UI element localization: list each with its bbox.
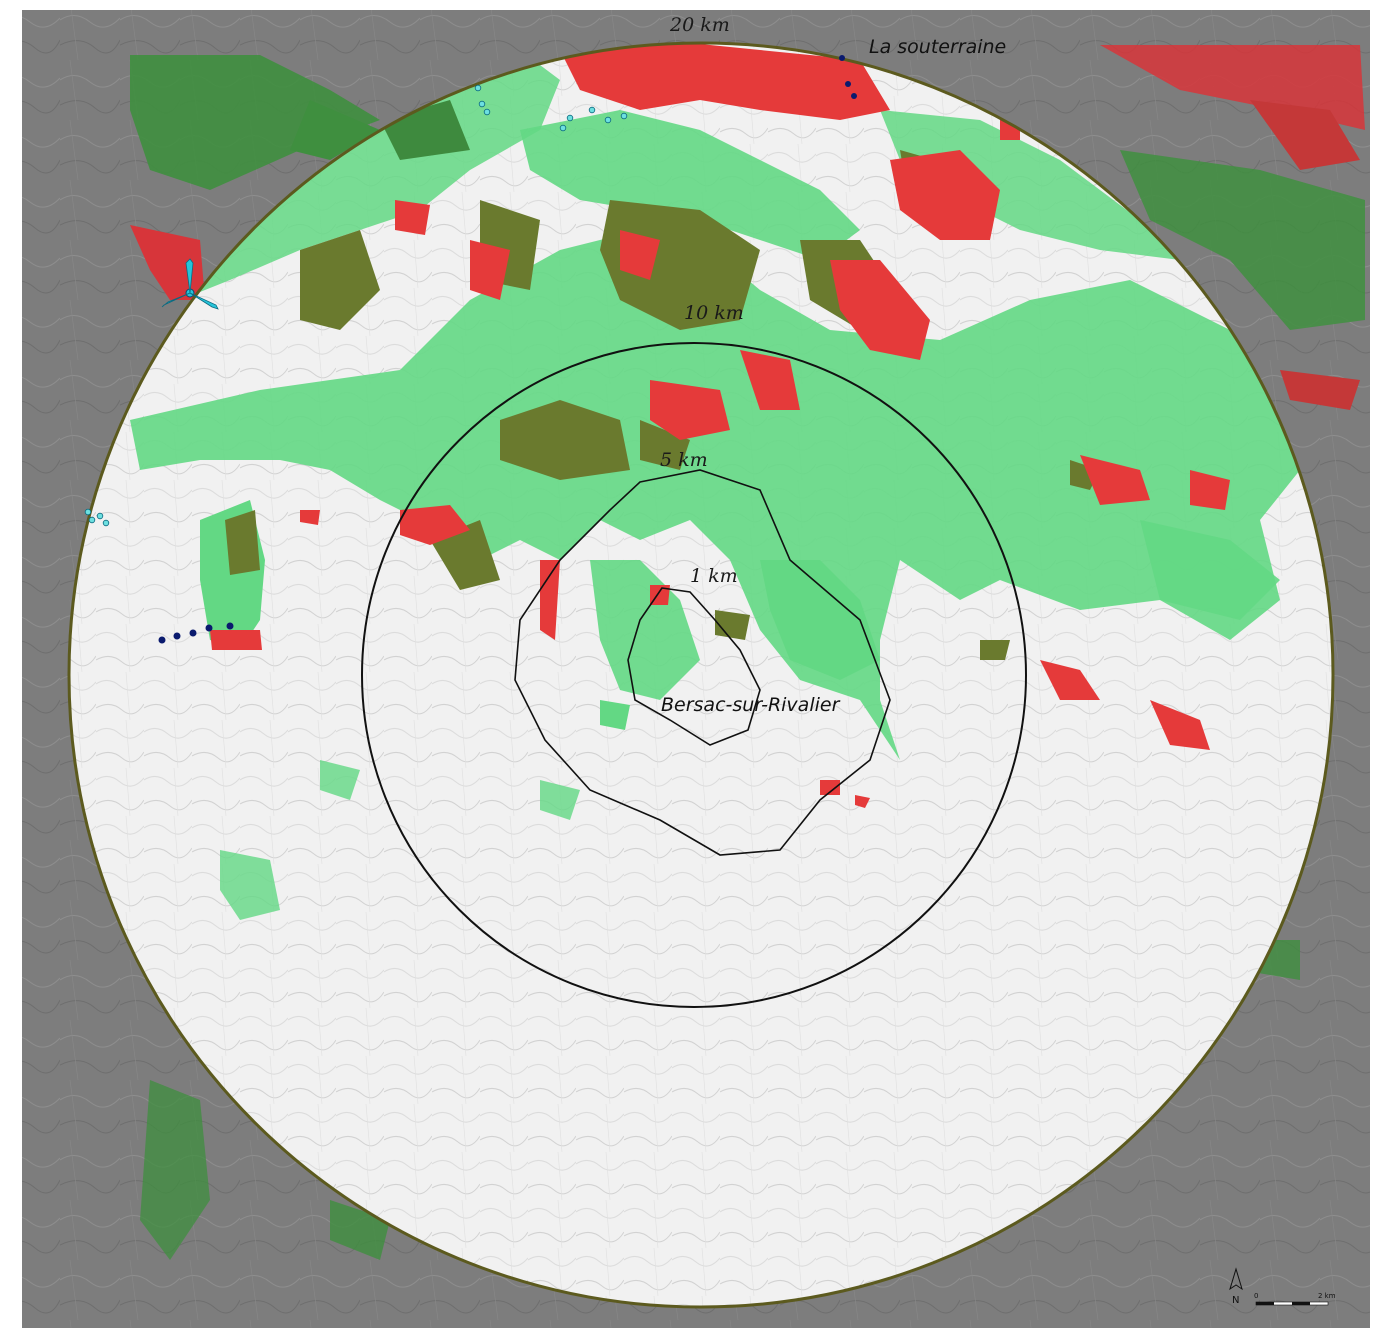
ring-label-1km: 1 km <box>690 565 738 587</box>
ring-label-20km: 20 km <box>669 14 730 36</box>
ring-10km <box>361 342 1027 1008</box>
cyan-marker-row-north <box>474 84 628 132</box>
place-label-center: Bersac-sur-Rivalier <box>661 694 841 716</box>
scale-bar-end: 2 km <box>1318 1292 1336 1300</box>
ring-20km <box>67 41 1335 1309</box>
wind-turbine-icon[interactable] <box>161 258 219 310</box>
scale-bar: 0 2 km <box>1254 1292 1336 1306</box>
ring-5km <box>514 469 891 856</box>
ring-label-10km: 10 km <box>684 302 744 324</box>
ring-label-5km: 5 km <box>660 449 708 471</box>
ring-1km <box>627 587 761 746</box>
scale-bar-start: 0 <box>1254 1292 1258 1300</box>
north-arrow-label: N <box>1232 1295 1239 1306</box>
place-label-north-town: La souterraine <box>869 36 1006 58</box>
visibility-zones <box>130 43 1300 920</box>
cyan-marker-row-west <box>84 508 110 527</box>
navy-marker-row-north <box>839 55 857 99</box>
outer-visibility-patches <box>130 45 1365 1260</box>
navy-marker-row-west <box>158 622 234 644</box>
north-arrow-icon: N <box>1229 1267 1243 1306</box>
